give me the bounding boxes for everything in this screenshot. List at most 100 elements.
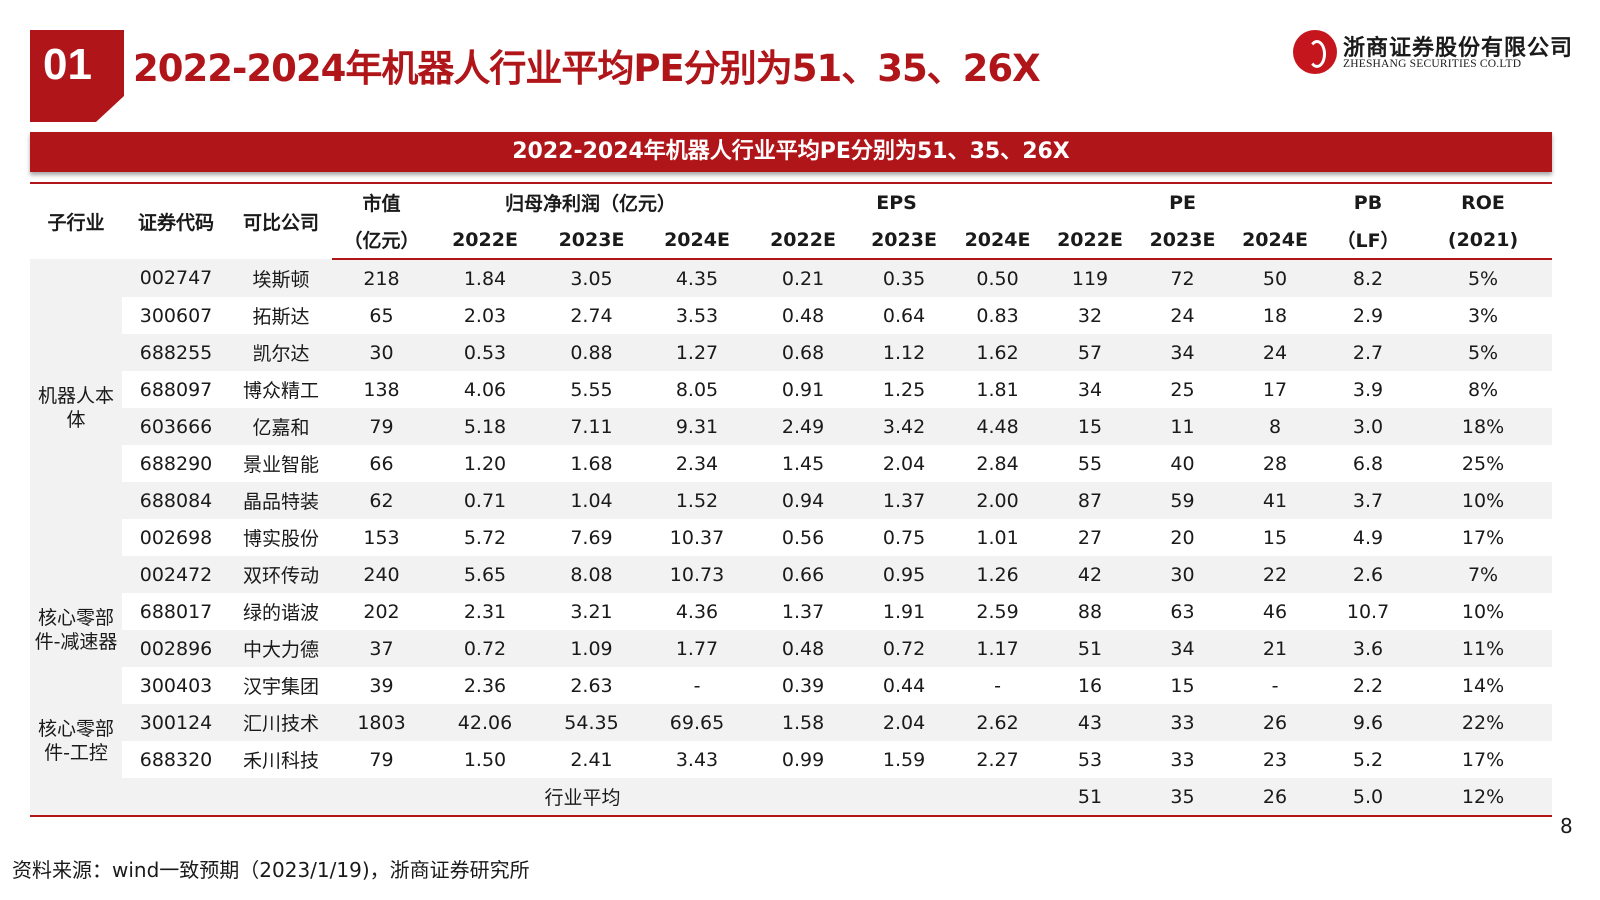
pe-2022-cell: 34 bbox=[1077, 378, 1103, 401]
roe-cell: 5% bbox=[1414, 259, 1553, 297]
pb-cell: 3.9 bbox=[1352, 378, 1384, 401]
table-row: 核心零部件-减速器 002472 双环传动 240 5.65 8.08 10.73 0.66 0… bbox=[30, 556, 1553, 704]
average-pe-2023: 35 bbox=[1137, 778, 1229, 817]
pe-2024-cell: 15 bbox=[1262, 526, 1288, 549]
pe-2023-cell: 40 bbox=[1170, 452, 1195, 475]
profit-2023-cell: 2.63 bbox=[570, 674, 613, 697]
profit-2022-cell: 0.71 bbox=[431, 482, 539, 519]
company-cell: 晶品特装 bbox=[230, 482, 332, 519]
pe-2022-cell: 88 bbox=[1077, 600, 1103, 623]
eps-2022-cell: 0.94 bbox=[750, 482, 857, 519]
header-profit-2024: 2024E bbox=[644, 221, 751, 260]
eps-2024-cell: - bbox=[994, 674, 1001, 697]
profit-2023-cell: 7.69 bbox=[570, 526, 613, 549]
table-body: 机器人本体 002747 埃斯顿 218 1.84 3.05 4.35 0.21 0.35 0.5… bbox=[30, 259, 1553, 817]
profit-2022-cell: 42.06 bbox=[431, 704, 539, 741]
eps-2023-cell: 1.59 bbox=[882, 748, 926, 771]
company-cell: 拓斯达 bbox=[252, 306, 310, 328]
mktcap-cell: 79 bbox=[332, 408, 431, 445]
pe-2023-cell: 11 bbox=[1137, 408, 1229, 445]
company-cell: 禾川科技 bbox=[242, 750, 319, 772]
eps-2023-cell: 1.25 bbox=[882, 378, 926, 401]
profit-2024-cell: 4.36 bbox=[675, 600, 719, 623]
profit-2023-cell: 7.11 bbox=[539, 408, 644, 445]
roe-cell: 17% bbox=[1461, 526, 1505, 549]
header-sector: 子行业 bbox=[47, 212, 105, 234]
pe-2024-cell: 46 bbox=[1262, 600, 1288, 623]
pe-2024-cell: 41 bbox=[1228, 482, 1323, 519]
table-header-row-2: （亿元） 2022E 2023E 2024E 2022E 2023E 2024E… bbox=[30, 221, 1553, 260]
pe-2024-cell: 22 bbox=[1228, 556, 1323, 593]
mktcap-cell: 30 bbox=[332, 334, 431, 371]
eps-2022-cell: 1.37 bbox=[781, 600, 825, 623]
code-cell: 002747 bbox=[122, 259, 230, 297]
table-header-row-1: 子行业 证券代码 可比公司 市值 归母净利润（亿元） EPS PE PB ROE bbox=[30, 184, 1552, 235]
pe-2023-cell: 59 bbox=[1137, 482, 1229, 519]
eps-2023-cell: 0.35 bbox=[856, 259, 953, 297]
pe-2023-cell: 20 bbox=[1170, 526, 1195, 549]
code-cell: 300124 bbox=[122, 704, 230, 741]
roe-cell: 10% bbox=[1414, 482, 1553, 519]
profit-2024-cell: 1.27 bbox=[644, 334, 751, 371]
pe-2024-cell: 17 bbox=[1262, 378, 1288, 401]
mktcap-cell: 66 bbox=[369, 452, 394, 475]
average-label: 行业平均 bbox=[122, 778, 1044, 817]
eps-2022-cell: 0.68 bbox=[750, 334, 857, 371]
eps-2023-cell: 0.75 bbox=[882, 526, 926, 549]
average-pb: 5.0 bbox=[1322, 778, 1415, 817]
pe-2024-cell: 18 bbox=[1262, 304, 1288, 327]
mktcap-cell: 1803 bbox=[332, 704, 431, 741]
pe-2023-cell: 33 bbox=[1170, 748, 1195, 771]
profit-2023-cell: 3.05 bbox=[539, 259, 644, 297]
logo-mark-icon bbox=[1293, 30, 1337, 74]
table-top-rule bbox=[30, 182, 1552, 184]
profit-2022-cell: 2.03 bbox=[463, 304, 507, 327]
profit-2022-cell: 1.20 bbox=[463, 452, 507, 475]
mktcap-cell: 37 bbox=[332, 630, 431, 667]
company-cell: 博实股份 bbox=[242, 528, 319, 550]
pe-2023-cell: 25 bbox=[1170, 378, 1195, 401]
code-cell: 688255 bbox=[122, 334, 230, 371]
code-cell: 688017 bbox=[139, 600, 213, 623]
pe-2022-cell: 43 bbox=[1043, 704, 1138, 741]
company-cell: 双环传动 bbox=[230, 556, 332, 593]
pb-cell: 2.7 bbox=[1322, 334, 1415, 371]
header-roe-year: (2021) bbox=[1414, 221, 1553, 260]
profit-2024-cell: 1.77 bbox=[644, 630, 751, 667]
mktcap-cell: 62 bbox=[332, 482, 431, 519]
pe-2022-cell: 55 bbox=[1077, 452, 1103, 475]
code-cell: 300403 bbox=[139, 674, 213, 697]
pb-cell: 5.2 bbox=[1352, 748, 1384, 771]
section-number-box: 01 bbox=[30, 30, 124, 122]
company-logo: 浙商证券股份有限公司 ZHESHANG SECURITIES CO.LTD bbox=[1293, 30, 1573, 75]
eps-2022-cell: 0.66 bbox=[750, 556, 857, 593]
eps-2024-cell: 2.62 bbox=[952, 704, 1044, 741]
pe-2023-cell: 72 bbox=[1137, 259, 1229, 297]
header-eps-2023: 2023E bbox=[856, 221, 953, 260]
company-cell: 凯尔达 bbox=[230, 334, 332, 371]
pb-cell: 3.7 bbox=[1322, 482, 1415, 519]
eps-2023-cell: 1.91 bbox=[882, 600, 926, 623]
eps-2024-cell: 1.26 bbox=[952, 556, 1044, 593]
company-cell: 汇川技术 bbox=[230, 704, 332, 741]
code-cell: 603666 bbox=[122, 408, 230, 445]
code-cell: 300607 bbox=[139, 304, 213, 327]
header-pe-2022: 2022E bbox=[1043, 221, 1138, 260]
profit-2023-cell: 1.04 bbox=[539, 482, 644, 519]
mktcap-cell: 79 bbox=[369, 748, 394, 771]
eps-2024-cell: 2.27 bbox=[976, 748, 1019, 771]
header-pb: PB bbox=[1353, 191, 1383, 214]
eps-2024-cell: 1.01 bbox=[976, 526, 1019, 549]
company-cell: 中大力德 bbox=[230, 630, 332, 667]
page-title: 2022-2024年机器人行业平均PE分别为51、35、26X bbox=[133, 47, 1041, 90]
table-row: 688290 景业智能 66 1.20 1.68 2.34 1.45 2.04 2.84 55 40… bbox=[30, 445, 1552, 482]
header-pe-2024: 2024E bbox=[1228, 221, 1323, 260]
sector-cell: 核心零部件-减速器 bbox=[30, 556, 122, 704]
profit-2022-cell: 0.53 bbox=[431, 334, 539, 371]
header-code: 证券代码 bbox=[137, 212, 214, 234]
pe-2024-cell: 28 bbox=[1262, 452, 1288, 475]
profit-2023-cell: 2.41 bbox=[570, 748, 613, 771]
average-pe-2024: 26 bbox=[1228, 778, 1323, 817]
pe-2023-cell: 33 bbox=[1137, 704, 1229, 741]
pe-2022-cell: 53 bbox=[1077, 748, 1103, 771]
